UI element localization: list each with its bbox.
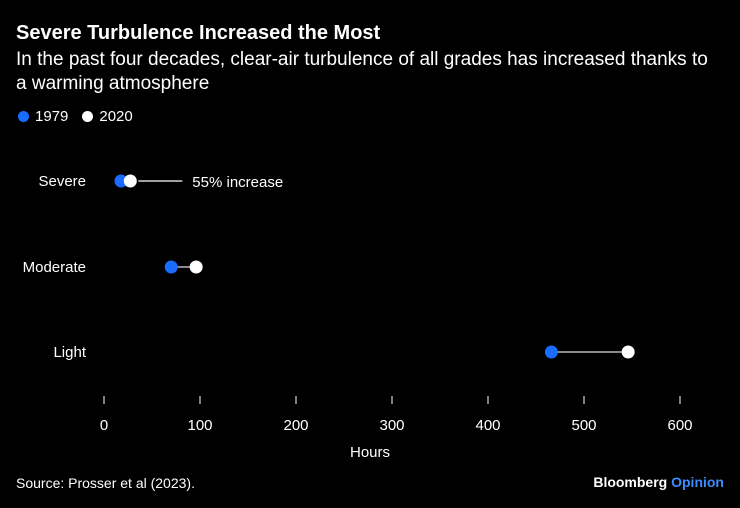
x-tick-label-100: 100 xyxy=(187,417,212,434)
brand-logo: Bloomberg Opinion xyxy=(593,474,724,490)
chart-title: Severe Turbulence Increased the Most xyxy=(16,22,381,44)
dumbbell-chart: 0 100 200 300 400 500 600 Hours Severe Moderate Li… xyxy=(23,173,693,461)
annotation-severe: 55% increase xyxy=(192,174,283,191)
x-axis-label: Hours xyxy=(350,444,390,461)
chart-subtitle: In the past four decades, clear-air turb… xyxy=(16,49,708,94)
point-2020-moderate xyxy=(189,260,203,274)
brand-suffix: Opinion xyxy=(671,474,724,490)
legend-marker-2020 xyxy=(82,111,94,122)
x-tick-label-500: 500 xyxy=(571,417,596,434)
legend: 1979 2020 xyxy=(18,108,147,125)
x-tick-label-0: 0 xyxy=(100,417,108,434)
point-1979-light xyxy=(544,345,558,359)
point-1979-severe xyxy=(114,174,128,188)
legend-label-2020: 2020 xyxy=(99,108,133,125)
legend-item-2020: 2020 xyxy=(82,108,133,125)
point-2020-severe xyxy=(123,174,137,188)
x-tick-label-200: 200 xyxy=(283,417,308,434)
legend-item-1979: 1979 xyxy=(18,108,68,125)
category-label-severe: Severe xyxy=(38,173,86,190)
category-label-moderate: Moderate xyxy=(23,259,86,276)
brand-name: Bloomberg xyxy=(593,474,668,490)
legend-label-1979: 1979 xyxy=(35,108,69,125)
legend-marker-1979 xyxy=(18,111,29,122)
x-tick-label-600: 600 xyxy=(667,417,692,434)
category-label-light: Light xyxy=(53,344,86,361)
x-tick-label-300: 300 xyxy=(379,417,404,434)
point-1979-moderate xyxy=(164,260,178,274)
point-2020-light xyxy=(621,345,635,359)
x-tick-label-400: 400 xyxy=(475,417,500,434)
source-note: Source: Prosser et al (2023). xyxy=(16,475,195,491)
